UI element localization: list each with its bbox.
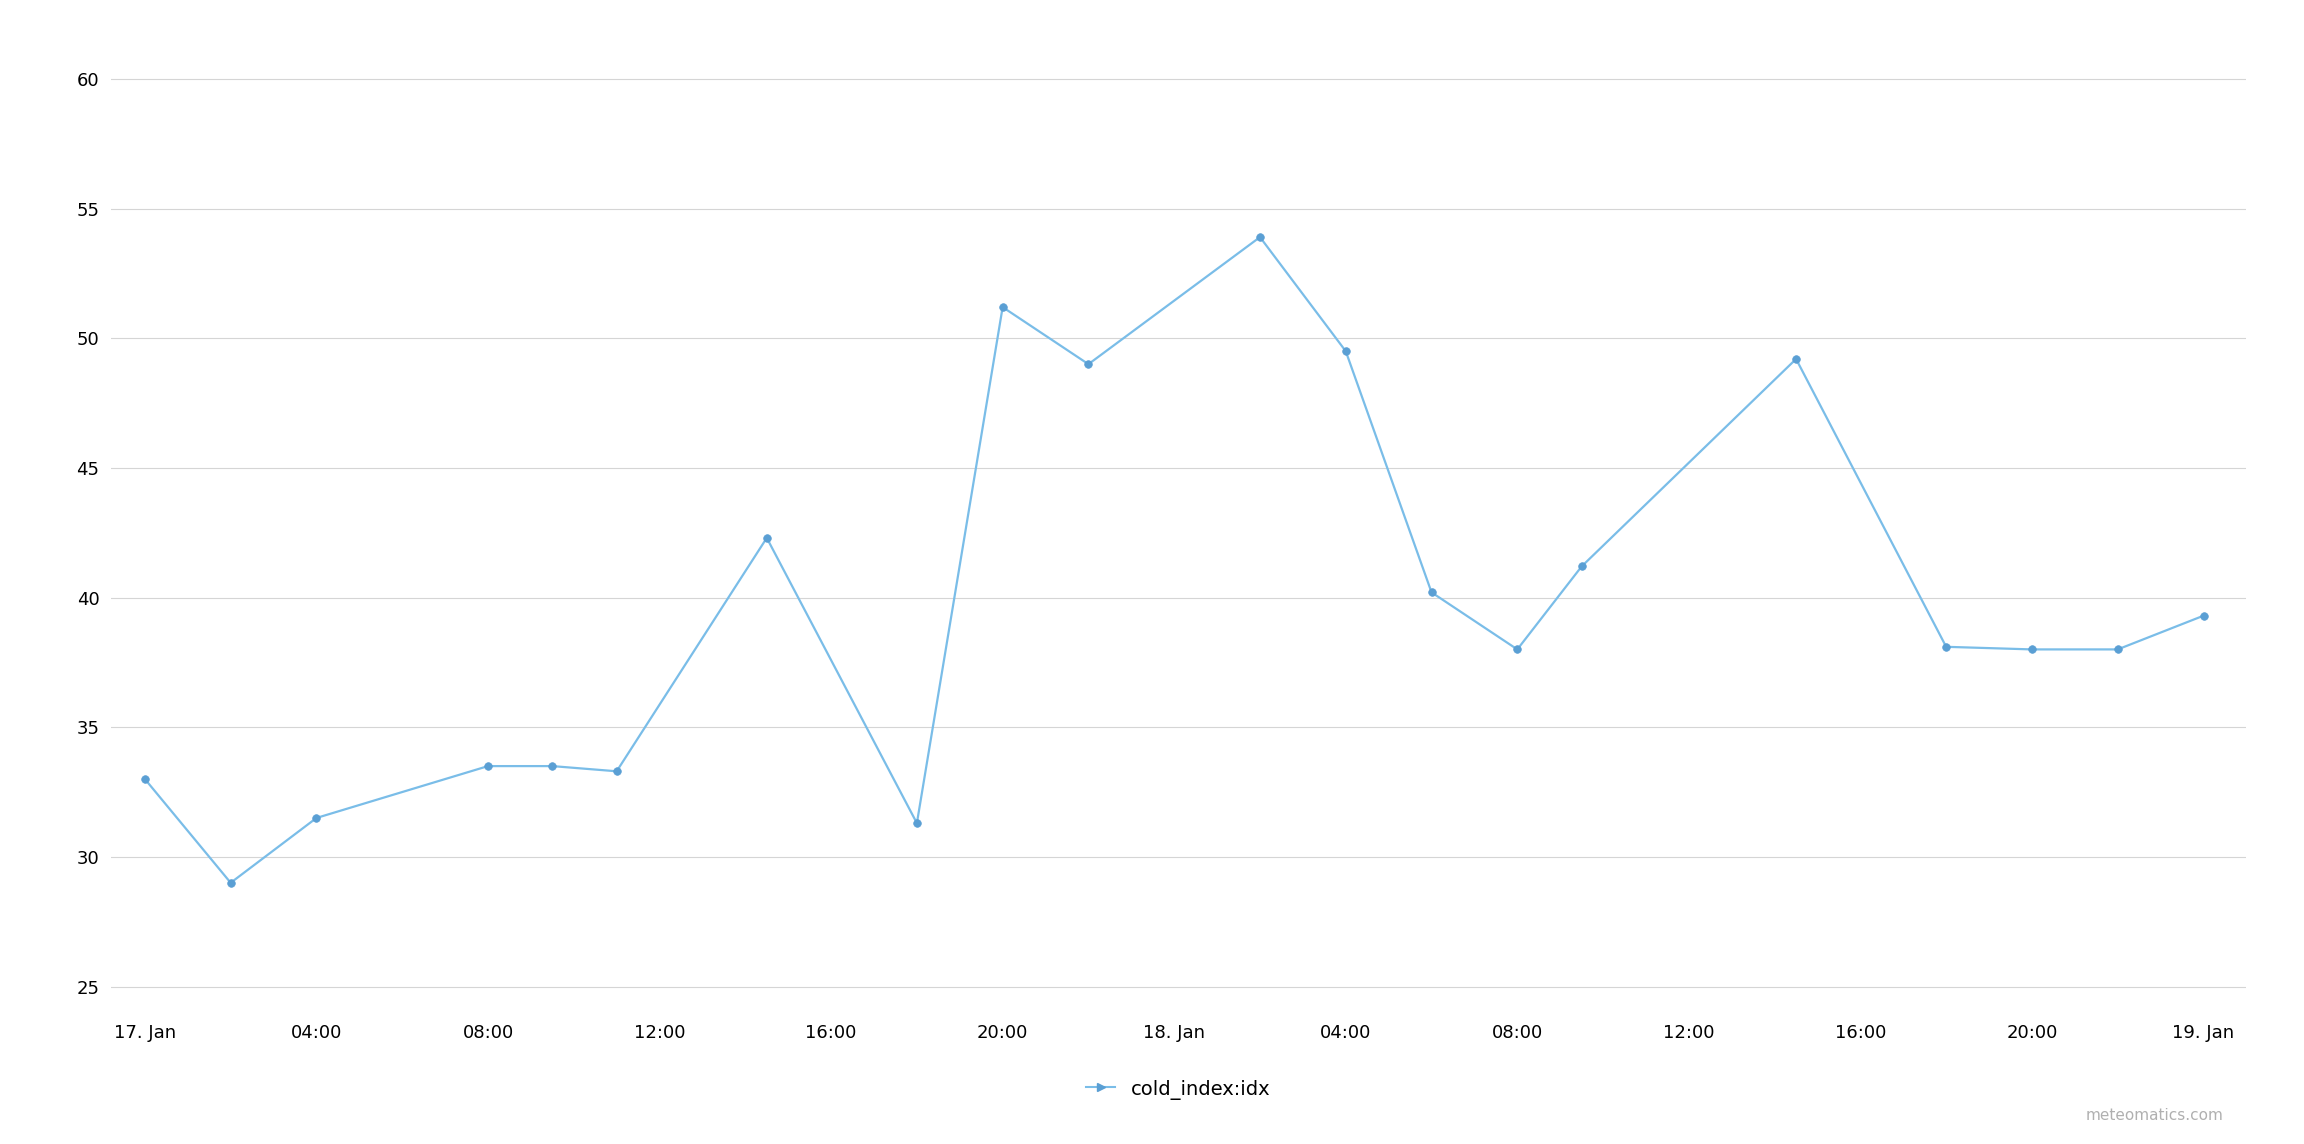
cold_index:idx xyxy=(988,300,1016,313)
cold_index:idx xyxy=(1332,344,1359,358)
cold_index:idx xyxy=(2018,643,2046,657)
cold_index:idx xyxy=(1567,559,1594,573)
cold_index:idx xyxy=(1417,586,1445,599)
cold_index:idx xyxy=(753,531,781,545)
cold_index:idx xyxy=(1783,352,1811,366)
cold_index:idx xyxy=(2189,609,2216,622)
cold_index:idx xyxy=(1933,639,1961,653)
cold_index:idx xyxy=(2104,643,2131,657)
cold_index:idx xyxy=(903,817,931,831)
cold_index:idx xyxy=(539,760,567,773)
cold_index:idx xyxy=(131,772,159,786)
cold_index:idx xyxy=(302,811,329,825)
cold_index:idx xyxy=(217,876,244,890)
cold_index:idx xyxy=(475,760,502,773)
Text: meteomatics.com: meteomatics.com xyxy=(2085,1109,2223,1123)
cold_index:idx xyxy=(1505,643,1532,657)
Line: cold_index:idx: cold_index:idx xyxy=(141,233,2207,887)
cold_index:idx xyxy=(1246,230,1274,244)
cold_index:idx xyxy=(604,764,631,778)
Legend: cold_index:idx: cold_index:idx xyxy=(1085,1080,1272,1101)
cold_index:idx xyxy=(1074,357,1101,371)
